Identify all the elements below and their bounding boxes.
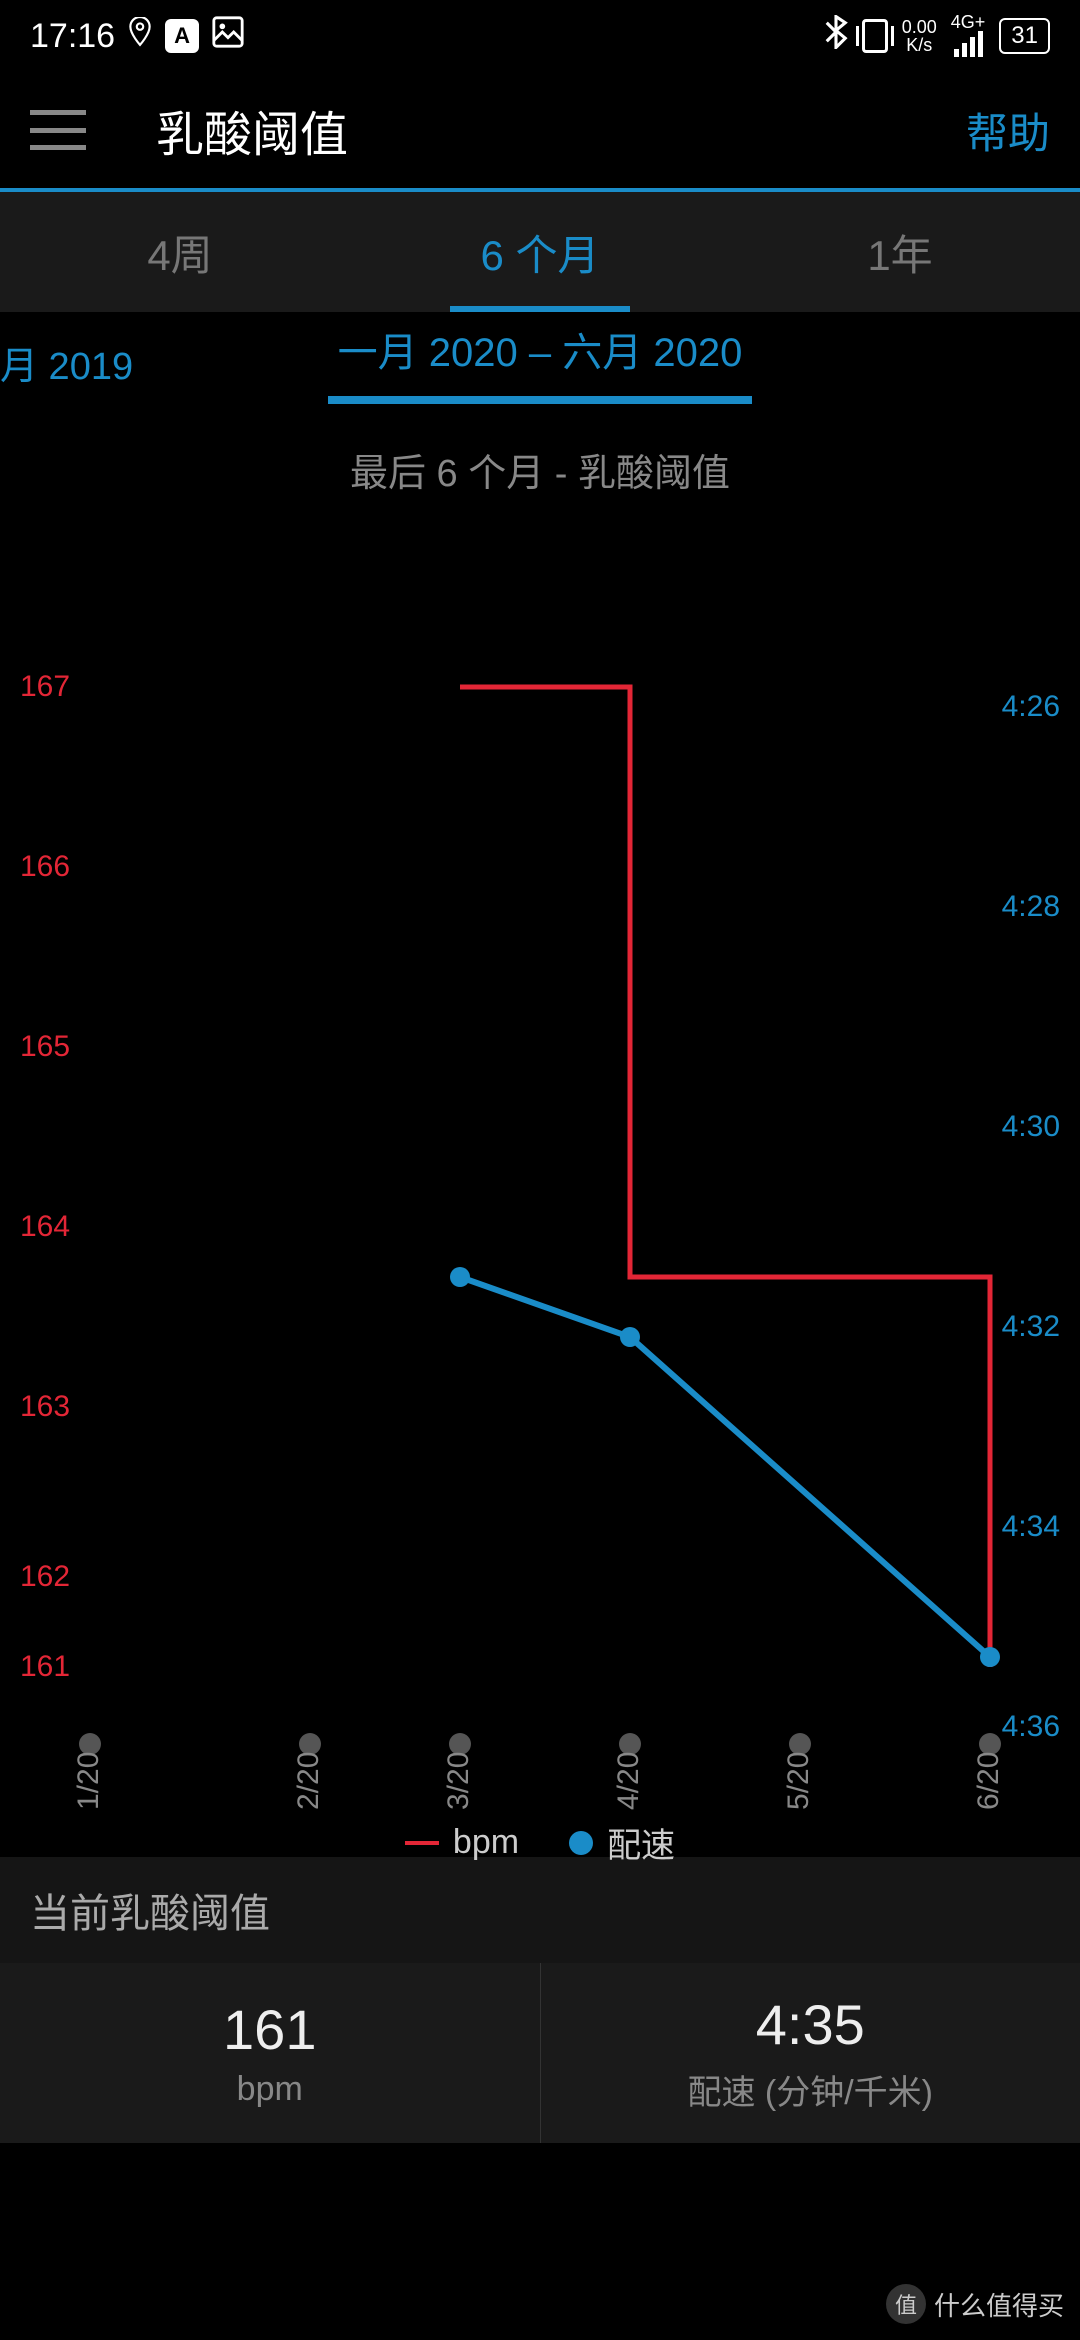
period-tabs: 4周 6 个月 1年: [0, 192, 1080, 312]
x-tick: 1/20: [79, 1733, 101, 1817]
stat-pace-unit: 配速 (分钟/千米): [687, 2065, 933, 2114]
current-threshold-section: 当前乳酸阈值 161 bpm 4:35 配速 (分钟/千米): [0, 1857, 1080, 2143]
y-right-tick: 4:28: [1002, 890, 1060, 924]
current-threshold-title: 当前乳酸阈值: [0, 1857, 1080, 1963]
stat-bpm-value: 161: [223, 1997, 316, 2062]
net-type: 4G+: [951, 13, 986, 60]
tab-4weeks[interactable]: 4周: [0, 192, 360, 312]
y-right-tick: 4:34: [1002, 1510, 1060, 1544]
legend-pace-label: 配速: [607, 1818, 675, 1867]
legend-bpm-label: bpm: [453, 1823, 519, 1862]
date-range-current: 一月 2020 – 六月 2020: [328, 320, 753, 404]
y-right-tick: 4:32: [1002, 1310, 1060, 1344]
tab-1year[interactable]: 1年: [720, 192, 1080, 312]
y-right-tick: 4:26: [1002, 690, 1060, 724]
net-type-label: 4G+: [951, 13, 986, 31]
y-left-tick: 164: [20, 1210, 70, 1244]
tab-6months[interactable]: 6 个月: [360, 192, 720, 312]
lactate-threshold-chart: bpm 配速 1671661651641631621614:264:284:30…: [0, 507, 1080, 1857]
pace-marker: [620, 1327, 640, 1347]
bluetooth-icon: [824, 15, 848, 57]
pace-marker: [980, 1647, 1000, 1667]
chart-legend: bpm 配速: [0, 1818, 1080, 1867]
stat-pace-value: 4:35: [756, 1992, 865, 2057]
date-range-prev[interactable]: 月 2019: [0, 335, 133, 390]
date-range-selector[interactable]: 月 2019 一月 2020 – 六月 2020: [0, 312, 1080, 412]
page-title: 乳酸阈值: [156, 95, 966, 165]
location-icon: [127, 17, 153, 55]
status-time: 17:16: [30, 17, 115, 56]
net-speed: 0.00 K/s: [902, 18, 937, 54]
stat-pace: 4:35 配速 (分钟/千米): [541, 1963, 1080, 2143]
pace-marker: [450, 1267, 470, 1287]
net-speed-value: 0.00: [902, 18, 937, 36]
x-tick: 3/20: [449, 1733, 471, 1817]
watermark: 值 什么值得买: [886, 2284, 1064, 2324]
x-tick: 5/20: [789, 1733, 811, 1817]
help-button[interactable]: 帮助: [966, 100, 1050, 161]
x-tick: 2/20: [299, 1733, 321, 1817]
legend-bpm-swatch: [405, 1841, 439, 1845]
stat-bpm-unit: bpm: [237, 2070, 303, 2109]
status-right: 0.00 K/s 4G+ 31: [824, 13, 1050, 60]
watermark-badge: 值: [886, 2284, 926, 2324]
current-threshold-stats: 161 bpm 4:35 配速 (分钟/千米): [0, 1963, 1080, 2143]
menu-icon[interactable]: [30, 110, 86, 150]
app-icon-a: A: [165, 19, 199, 53]
pace-line: [460, 1277, 990, 1657]
y-right-tick: 4:30: [1002, 1110, 1060, 1144]
app-header: 乳酸阈值 帮助: [0, 72, 1080, 192]
y-left-tick: 165: [20, 1030, 70, 1064]
x-tick: 6/20: [979, 1733, 1001, 1817]
status-bar: 17:16 A 0.00 K/s 4G+ 31: [0, 0, 1080, 72]
bpm-line: [460, 687, 990, 1667]
net-speed-unit: K/s: [902, 36, 937, 54]
watermark-text: 什么值得买: [934, 2286, 1064, 2323]
status-left: 17:16 A: [30, 15, 245, 57]
legend-pace-swatch: [569, 1831, 593, 1855]
y-left-tick: 166: [20, 850, 70, 884]
y-right-tick: 4:36: [1002, 1710, 1060, 1744]
battery-indicator: 31: [999, 18, 1050, 54]
vibrate-icon: [862, 19, 888, 53]
y-left-tick: 161: [20, 1650, 70, 1684]
y-left-tick: 163: [20, 1390, 70, 1424]
stat-bpm: 161 bpm: [0, 1963, 541, 2143]
y-left-tick: 162: [20, 1560, 70, 1594]
chart-svg: [0, 507, 1080, 1857]
y-left-tick: 167: [20, 670, 70, 704]
gallery-icon: [211, 15, 245, 57]
signal-icon: [954, 31, 983, 57]
chart-subtitle: 最后 6 个月 - 乳酸阈值: [0, 412, 1080, 507]
x-tick: 4/20: [619, 1733, 641, 1817]
